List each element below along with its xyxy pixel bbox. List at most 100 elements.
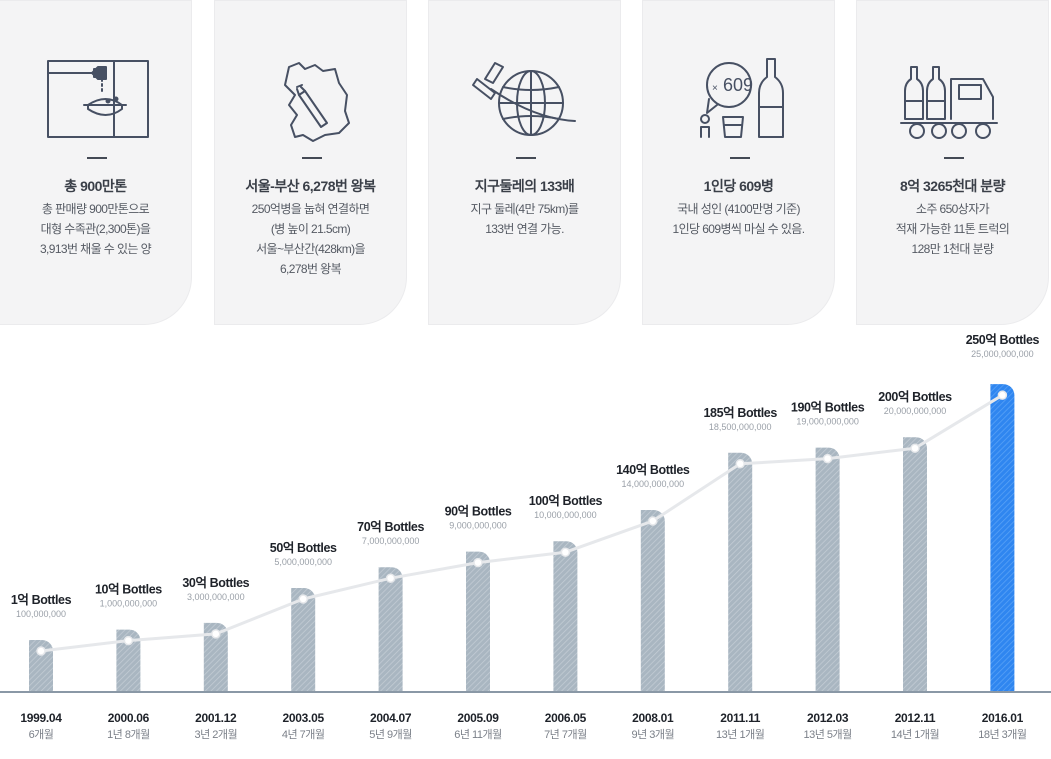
x-tick-date: 2005.09 (457, 711, 499, 725)
bar-2001.12 (203, 622, 228, 692)
divider (516, 157, 536, 159)
x-tick-date: 2000.06 (108, 711, 150, 725)
divider (87, 157, 107, 159)
value-label: 10억 Bottles (95, 583, 162, 597)
value-number: 19,000,000,000 (796, 417, 859, 427)
value-number: 3,000,000,000 (187, 592, 245, 602)
bar-2004.07 (378, 567, 403, 692)
value-number: 7,000,000,000 (362, 536, 420, 546)
x-tick-duration: 3년 2개월 (194, 728, 237, 741)
value-label: 1억 Bottles (11, 593, 72, 607)
x-tick-date: 2008.01 (632, 711, 674, 725)
korea-map-bottle-icon (284, 62, 350, 142)
trend-point (36, 646, 46, 656)
bar-2000.06 (116, 629, 141, 692)
value-label: 250억 Bottles (966, 333, 1040, 347)
x-tick-duration: 13년 5개월 (803, 728, 852, 741)
pouring-bottle-tank-icon (47, 60, 149, 138)
trend-point (298, 594, 308, 604)
value-number: 20,000,000,000 (884, 406, 947, 416)
trend-point (648, 516, 658, 526)
x-tick-duration: 6년 11개월 (454, 728, 502, 741)
value-number: 10,000,000,000 (534, 510, 597, 520)
divider (730, 157, 750, 159)
value-label: 100억 Bottles (529, 494, 603, 508)
value-number: 1,000,000,000 (100, 599, 158, 609)
fact-card-5: 8억 3265천대 분량 소주 650상자가 적재 가능한 11톤 트럭의 12… (856, 0, 1049, 325)
x-tick-duration: 18년 3개월 (978, 728, 1027, 741)
trend-point (997, 390, 1008, 400)
card-description: 지구 둘레(4만 75km)를 133번 연결 가능. (470, 202, 580, 236)
card-description: 국내 성인 (4100만명 기준) 1인당 609병씩 마실 수 있음. (672, 202, 806, 236)
bar-1999.04 (29, 640, 53, 692)
person-bottle-glass-icon: 609 × (700, 58, 784, 138)
card-title: 총 900만톤 (64, 178, 127, 194)
value-label: 30억 Bottles (182, 576, 249, 590)
x-tick-date: 1999.04 (20, 711, 62, 725)
value-label: 90억 Bottles (445, 505, 512, 519)
x-tick-date: 2012.11 (895, 711, 936, 725)
x-tick-date: 2003.05 (283, 711, 325, 725)
x-tick-date: 2006.05 (545, 711, 587, 725)
x-tick-date: 2001.12 (195, 711, 237, 725)
divider (302, 157, 322, 159)
badge-number: 609 (723, 75, 753, 95)
trend-point (385, 573, 396, 583)
card-title: 8억 3265천대 분량 (899, 178, 1006, 194)
value-number: 100,000,000 (16, 609, 66, 619)
card-description: 250억병을 눕혀 연결하면 (병 높이 21.5cm) 서울~부산간(428k… (251, 202, 370, 276)
trend-point (123, 635, 134, 646)
badge-multiplier: × (712, 83, 718, 94)
x-tick-date: 2016.01 (982, 711, 1024, 725)
bar-2011.11 (728, 452, 753, 692)
bar-2005.09 (466, 551, 490, 692)
trend-point (910, 443, 920, 453)
value-number: 9,000,000,000 (449, 521, 507, 531)
x-tick-duration: 4년 7개월 (282, 728, 325, 741)
card-description: 소주 650상자가 적재 가능한 11톤 트럭의 128만 1천대 분량 (895, 202, 1010, 256)
x-tick-date: 2011.11 (720, 711, 761, 725)
value-label: 70억 Bottles (357, 520, 424, 534)
value-number: 5,000,000,000 (274, 557, 332, 567)
globe-bottle-icon (472, 62, 576, 136)
bar-2008.01 (640, 510, 665, 692)
x-tick-date: 2004.07 (370, 711, 412, 725)
bar-2003.05 (291, 588, 316, 692)
x-tick-duration: 9년 3개월 (631, 728, 674, 741)
truck-bottles-icon (900, 66, 998, 139)
bar-2012.03 (815, 447, 840, 692)
fact-card-3: 지구둘레의 133배 지구 둘레(4만 75km)를 133번 연결 가능. (428, 0, 621, 325)
trend-point (735, 459, 745, 469)
x-tick-duration: 6개월 (29, 728, 54, 741)
card-description: 총 판매량 900만톤으로 대형 수족관(2,300톤)을 3,913번 채울 … (39, 202, 152, 256)
trend-point (560, 547, 571, 557)
fact-cards: 총 900만톤 총 판매량 900만톤으로 대형 수족관(2,300톤)을 3,… (0, 0, 1051, 326)
x-tick-date: 2012.03 (807, 711, 849, 725)
value-number: 14,000,000,000 (622, 479, 685, 489)
value-label: 200억 Bottles (878, 390, 952, 404)
trend-point (822, 453, 833, 464)
bar-2006.05 (553, 541, 578, 692)
value-number: 18,500,000,000 (709, 422, 772, 432)
x-tick-duration: 1년 8개월 (107, 728, 150, 741)
trend-line-group (36, 390, 1008, 656)
x-tick-duration: 7년 7개월 (544, 728, 587, 741)
value-labels-group: 1억 Bottles 100,000,000 10억 Bottles 1,000,00… (11, 333, 1040, 619)
x-tick-duration: 5년 9개월 (369, 728, 412, 741)
value-label: 185억 Bottles (703, 406, 777, 420)
trend-point (473, 557, 483, 568)
bottle-sales-chart: 1억 Bottles 100,000,000 10억 Bottles 1,000,00… (0, 333, 1051, 741)
bar-2012.11 (903, 437, 927, 692)
x-tick-duration: 13년 1개월 (716, 728, 765, 741)
value-label: 50억 Bottles (270, 541, 337, 555)
fact-card-1: 총 900만톤 총 판매량 900만톤으로 대형 수족관(2,300톤)을 3,… (0, 0, 192, 325)
x-axis-labels-group: 1999.04 6개월 2000.06 1년 8개월 2001.12 3년 2개월 2003… (20, 711, 1027, 741)
x-tick-duration: 14년 1개월 (891, 728, 940, 741)
fact-card-4: 609 × 1인당 609병 국내 성인 (4100만명 기준) 1인당 609… (642, 0, 835, 325)
bars-group (29, 384, 1015, 692)
fact-card-2: 서울-부산 6,278번 왕복 250억병을 눕혀 연결하면 (병 높이 21.… (214, 0, 407, 325)
card-title: 1인당 609병 (703, 178, 774, 194)
bar-2016.01 (990, 384, 1015, 692)
trend-point (211, 629, 221, 639)
card-title: 지구둘레의 133배 (474, 178, 575, 194)
